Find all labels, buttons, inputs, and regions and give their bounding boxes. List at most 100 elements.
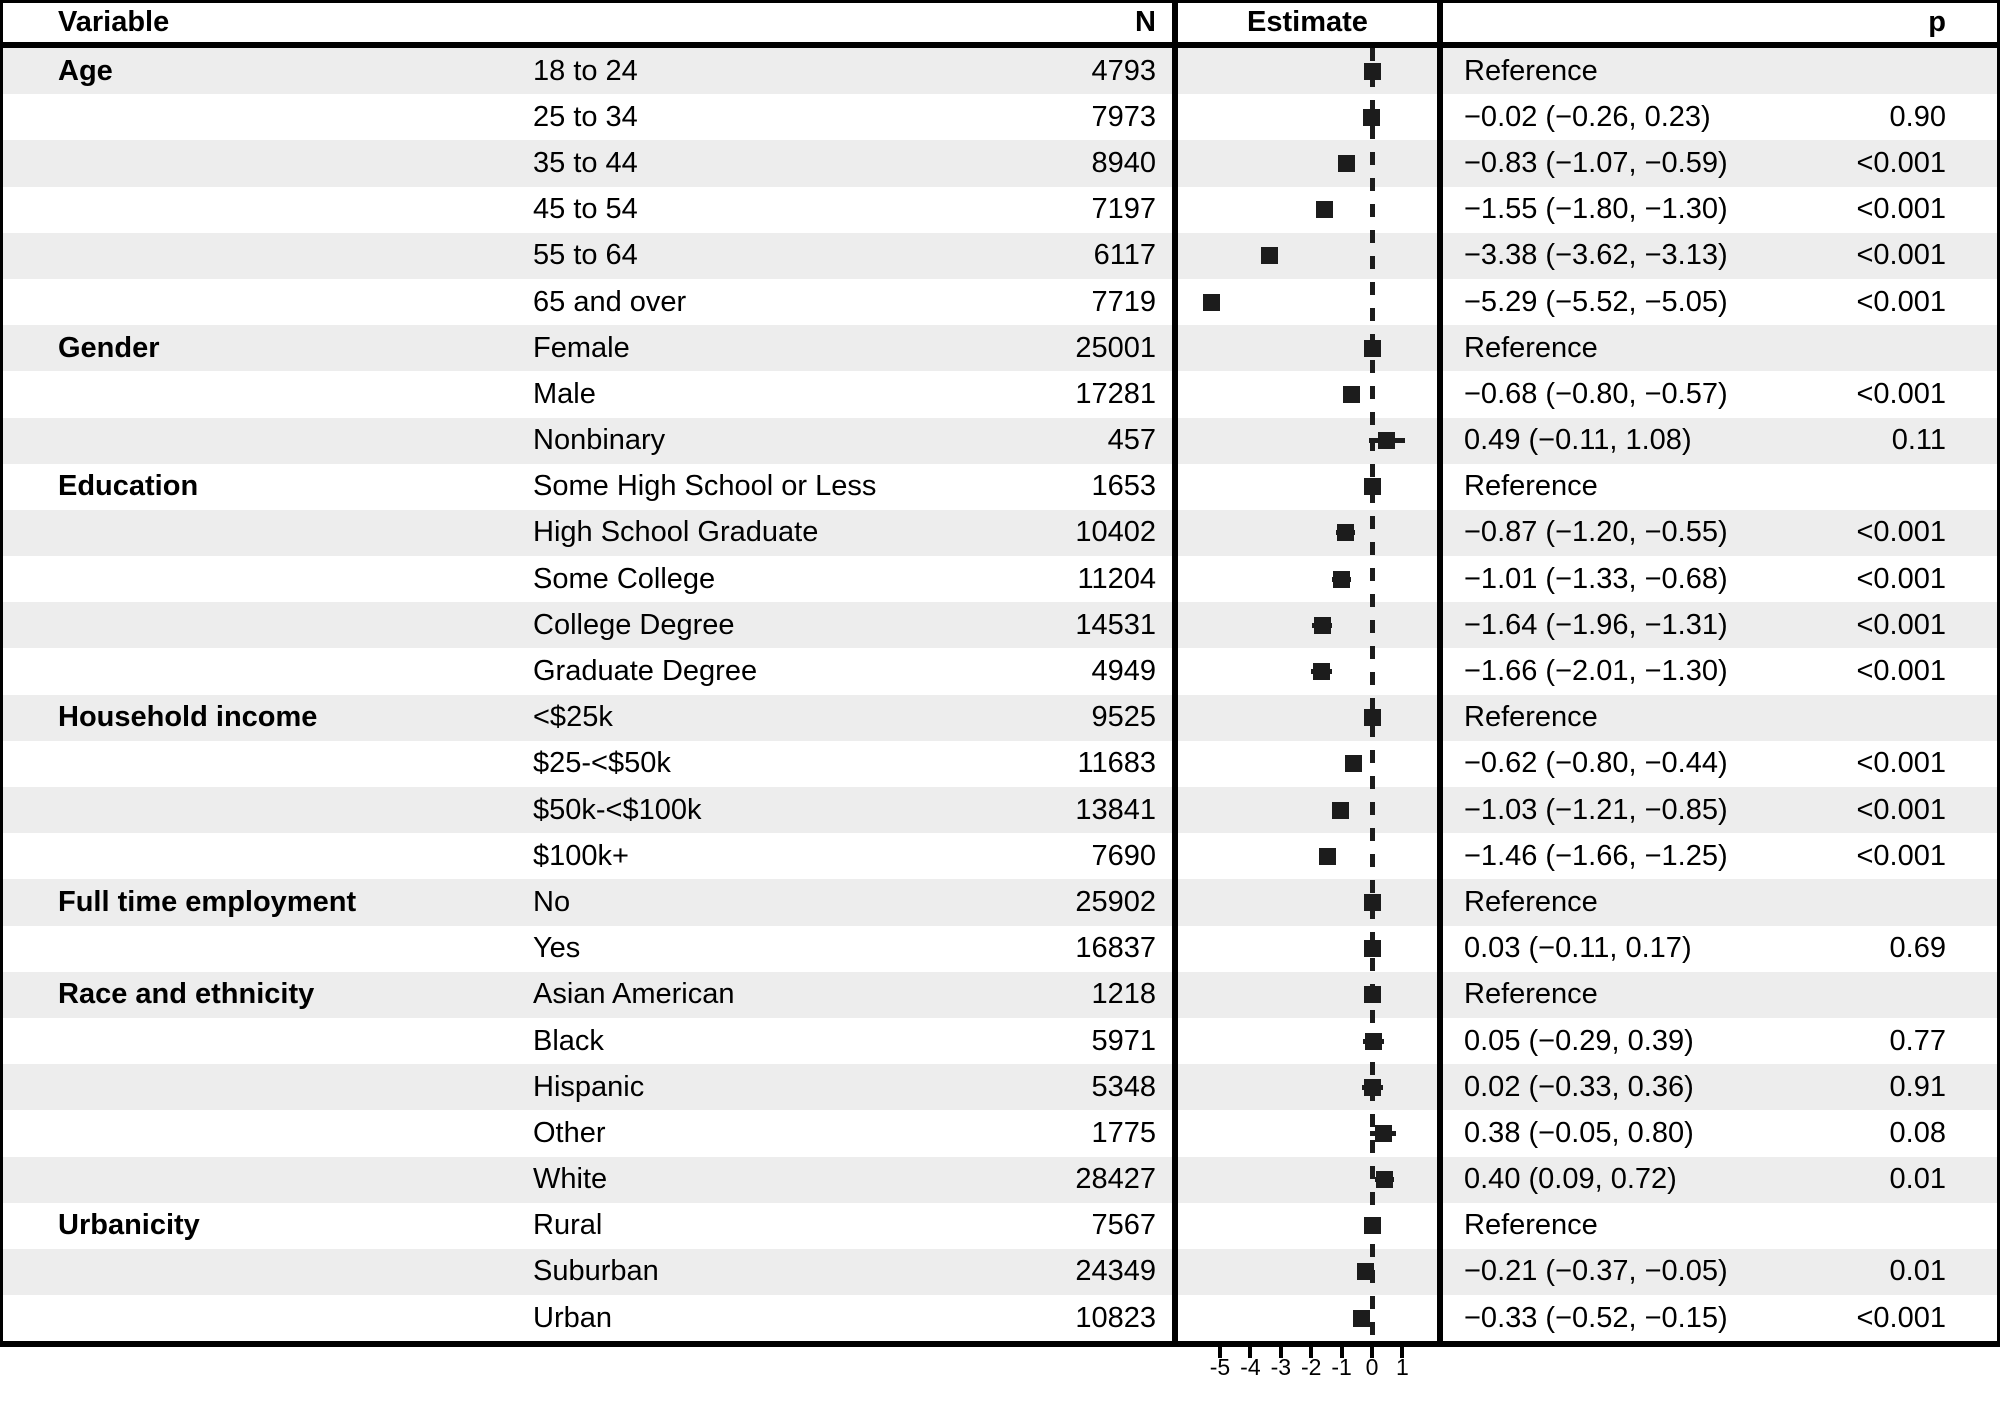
- p-value: 0.01: [1889, 1163, 1946, 1196]
- column-divider-right: [1437, 278, 1443, 326]
- column-divider-right: [1437, 1156, 1443, 1203]
- estimate-plot-cell: [1178, 926, 1437, 972]
- point-estimate-marker: [1342, 385, 1360, 403]
- column-divider-left: [1172, 1110, 1178, 1157]
- point-estimate-marker: [1378, 432, 1396, 450]
- variable-level-label: Some College: [533, 562, 716, 595]
- point-estimate-marker: [1363, 339, 1381, 357]
- estimate-ci-text: Reference: [1464, 54, 1598, 87]
- column-divider-right: [1437, 833, 1443, 880]
- estimate-plot-cell: [1178, 48, 1437, 94]
- estimate-plot-cell: [1178, 972, 1437, 1018]
- column-divider-right: [1437, 325, 1443, 372]
- estimate-ci-text: −0.21 (−0.37, −0.05): [1464, 1255, 1728, 1288]
- n-value: 1218: [1091, 978, 1156, 1011]
- column-divider-left: [1172, 417, 1178, 464]
- column-divider-right: [1437, 3, 1443, 42]
- column-divider-right: [1437, 48, 1443, 95]
- table-row: Graduate Degree 4949 −1.66 (−2.01, −1.30) <…: [3, 648, 1997, 695]
- axis-tick: [1278, 1347, 1283, 1359]
- point-estimate-marker: [1363, 1217, 1381, 1235]
- point-estimate-marker: [1316, 201, 1334, 219]
- variable-level-label: Urban: [533, 1301, 612, 1334]
- n-value: 1775: [1091, 1116, 1156, 1149]
- estimate-plot-cell: [1178, 1110, 1437, 1156]
- estimate-plot-cell: [1178, 94, 1437, 140]
- point-estimate-marker: [1363, 478, 1381, 496]
- estimate-plot-cell: [1178, 602, 1437, 648]
- n-value: 5971: [1091, 1024, 1156, 1057]
- column-divider-left: [1172, 602, 1178, 649]
- axis-tick-label: -2: [1300, 1354, 1322, 1381]
- estimate-ci-text: −1.66 (−2.01, −1.30): [1464, 655, 1728, 688]
- point-estimate-marker: [1375, 1171, 1393, 1189]
- table-row: 65 and over 7719 −5.29 (−5.52, −5.05) <0.00…: [3, 278, 1997, 326]
- column-divider-left: [1172, 787, 1178, 834]
- variable-group-label: Household income: [58, 701, 318, 734]
- column-divider-right: [1437, 1295, 1443, 1342]
- column-divider-right: [1437, 509, 1443, 557]
- column-divider-right: [1437, 787, 1443, 834]
- variable-level-label: Black: [533, 1024, 604, 1057]
- estimate-ci-text: −0.87 (−1.20, −0.55): [1464, 516, 1728, 549]
- estimate-ci-text: −1.46 (−1.66, −1.25): [1464, 839, 1728, 872]
- axis-tick: [1309, 1347, 1314, 1359]
- variable-level-label: Suburban: [533, 1255, 659, 1288]
- point-estimate-marker: [1319, 847, 1337, 865]
- column-divider-left: [1172, 48, 1178, 95]
- axis-tick-label: -3: [1270, 1354, 1292, 1381]
- column-divider-left: [1172, 463, 1178, 510]
- p-value: <0.001: [1856, 285, 1946, 318]
- column-divider-left: [1172, 1248, 1178, 1296]
- table-row: 25 to 34 7973 −0.02 (−0.26, 0.23) 0.90: [3, 94, 1997, 141]
- column-divider-right: [1437, 1248, 1443, 1296]
- variable-level-label: Asian American: [533, 978, 735, 1011]
- estimate-plot-cell: [1178, 1157, 1437, 1203]
- p-value: <0.001: [1856, 1301, 1946, 1334]
- table-row: 55 to 64 6117 −3.38 (−3.62, −3.13) <0.001: [3, 232, 1997, 279]
- estimate-ci-text: −3.38 (−3.62, −3.13): [1464, 239, 1728, 272]
- point-estimate-marker: [1313, 663, 1331, 681]
- axis-tick-label: -4: [1240, 1354, 1261, 1381]
- variable-level-label: 45 to 54: [533, 193, 638, 226]
- point-estimate-marker: [1202, 293, 1220, 311]
- column-divider-left: [1172, 509, 1178, 557]
- n-value: 457: [1107, 424, 1156, 457]
- p-value: <0.001: [1856, 146, 1946, 179]
- variable-level-label: 65 and over: [533, 285, 687, 318]
- bottom-rule: [3, 1341, 1997, 1348]
- estimate-ci-text: 0.02 (−0.33, 0.36): [1464, 1070, 1694, 1103]
- variable-level-label: High School Graduate: [533, 516, 819, 549]
- column-divider-left: [1172, 278, 1178, 326]
- variable-level-label: Other: [533, 1116, 606, 1149]
- table-row: Urban 10823 −0.33 (−0.52, −0.15) <0.001: [3, 1295, 1997, 1342]
- point-estimate-marker: [1365, 1032, 1383, 1050]
- column-divider-left: [1172, 648, 1178, 695]
- header-estimate: Estimate: [1247, 6, 1368, 38]
- column-divider-right: [1437, 232, 1443, 279]
- table-row: Age 18 to 24 4793 Reference: [3, 48, 1997, 95]
- column-divider-left: [1172, 140, 1178, 187]
- estimate-plot-cell: [1178, 233, 1437, 279]
- point-estimate-marker: [1375, 1124, 1393, 1142]
- estimate-plot-cell: [1178, 418, 1437, 464]
- table-row: $50k-<$100k 13841 −1.03 (−1.21, −0.85) <0.0…: [3, 787, 1997, 834]
- axis-tick-label: -5: [1209, 1354, 1231, 1381]
- estimate-ci-text: −1.03 (−1.21, −0.85): [1464, 793, 1728, 826]
- p-value: <0.001: [1856, 655, 1946, 688]
- column-divider-right: [1437, 648, 1443, 695]
- forest-plot-table: Variable N Estimate p Age 18 to 24 4793 Ref…: [0, 0, 2000, 1348]
- estimate-ci-text: Reference: [1464, 470, 1598, 503]
- axis-tick-label: -1: [1331, 1354, 1352, 1381]
- column-divider-right: [1437, 371, 1443, 418]
- p-value: <0.001: [1856, 239, 1946, 272]
- column-divider-left: [1172, 833, 1178, 880]
- estimate-plot-cell: [1178, 741, 1437, 787]
- table-row: Hispanic 5348 0.02 (−0.33, 0.36) 0.91: [3, 1064, 1997, 1111]
- estimate-plot-cell: [1178, 140, 1437, 186]
- n-value: 7567: [1091, 1209, 1156, 1242]
- point-estimate-marker: [1332, 801, 1350, 819]
- estimate-ci-text: Reference: [1464, 1209, 1598, 1242]
- estimate-ci-text: −5.29 (−5.52, −5.05): [1464, 285, 1728, 318]
- estimate-plot-cell: [1178, 279, 1437, 325]
